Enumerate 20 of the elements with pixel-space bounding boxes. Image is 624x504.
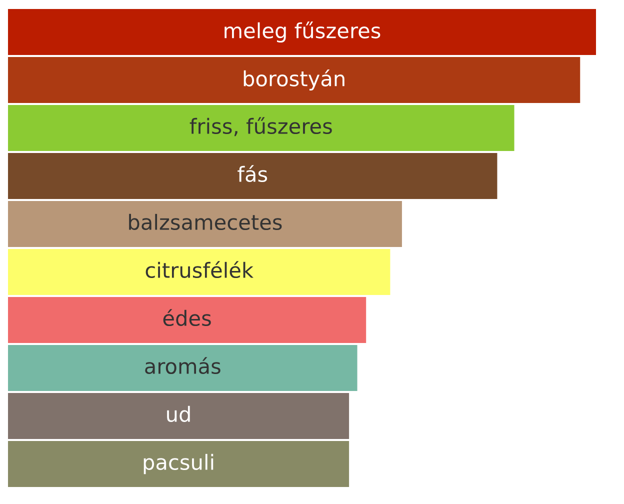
y-tick-label: fás [238,165,268,182]
y-tick-label: ud [167,406,190,422]
bar [8,344,358,392]
bar [8,200,402,248]
bar [8,296,366,344]
bar [8,152,498,200]
bar [8,392,350,440]
y-tick-label: édes [163,309,211,326]
y-tick-label: borostyán [244,70,344,90]
bar [8,440,350,488]
y-tick-label: pacsuli [144,454,214,474]
bar [8,104,514,152]
y-tick-label: meleg fűszeres [224,22,380,42]
y-tick-label: balzsamecetes [129,214,282,230]
bar [8,56,580,104]
y-tick-label: friss, fűszeres [190,117,332,136]
y-tick-label: aromás [145,357,220,374]
bar [8,8,596,56]
bar [8,248,390,296]
y-tick-label: citrusfélék [146,261,254,278]
